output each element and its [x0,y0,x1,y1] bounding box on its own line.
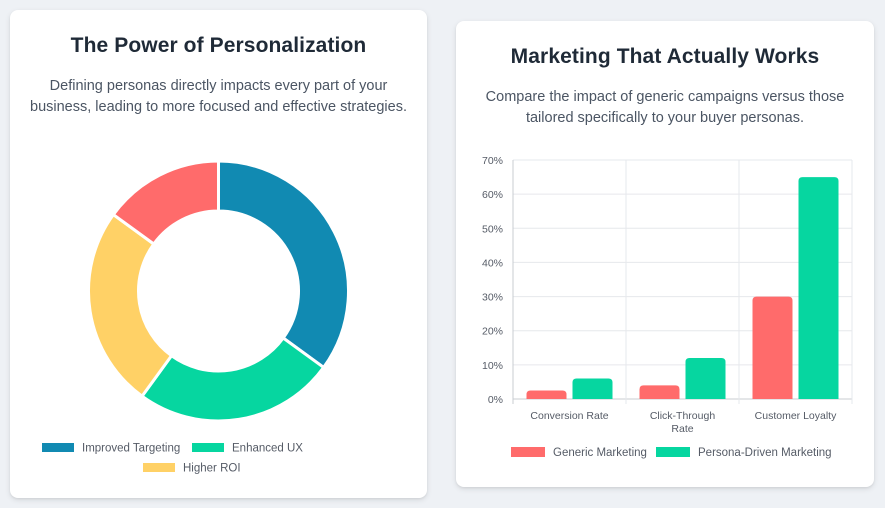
doughnut-slice [217,159,350,370]
legend-label: Persona-Driven Marketing [698,447,832,459]
legend-swatch [192,443,224,452]
bar [572,378,613,399]
legend-label: Generic Marketing [553,447,647,459]
bar [752,296,793,399]
x-tick-label: Customer Loyalty [755,410,837,422]
y-tick-label: 40% [482,257,503,269]
marketing-card: Marketing That Actually Works Compare th… [456,21,874,487]
personalization-title: The Power of Personalization [70,34,367,57]
legend-swatch [143,463,175,472]
legend-label: Higher ROI [183,463,241,475]
marketing-description: Compare the impact of generic campaigns … [485,89,845,126]
legend-label: Enhanced UX [232,443,303,455]
legend-swatch [42,443,74,452]
doughnut-chart: Improved Targeting Enhanced UX Higher ROI [42,159,350,475]
x-tick-label: Conversion Rate [530,410,608,422]
doughnut-slice [87,212,174,399]
y-tick-label: 50% [482,223,503,235]
y-tick-label: 30% [482,292,503,304]
bar [639,385,680,399]
y-tick-label: 0% [488,394,503,406]
x-tick-label: Click-Through Rate [650,410,716,435]
bar-chart: 0% 10% 20% 30% 40% 50% 60% 70% Conversion Rate Cl… [482,155,853,459]
legend-swatch [656,447,690,457]
y-tick-label: 20% [482,326,503,338]
bar [685,358,726,399]
doughnut-slice [139,335,326,423]
bar [526,390,567,399]
bar [798,177,839,399]
y-tick-label: 60% [482,189,503,201]
personalization-card: The Power of Personalization Defining pe… [10,10,427,498]
personalization-description: Defining personas directly impacts every… [30,78,407,115]
y-tick-label: 70% [482,155,503,167]
y-tick-label: 10% [482,360,503,372]
marketing-title: Marketing That Actually Works [510,45,820,68]
legend-label: Improved Targeting [82,443,180,455]
doughnut-slice [111,159,220,247]
legend-swatch [511,447,545,457]
